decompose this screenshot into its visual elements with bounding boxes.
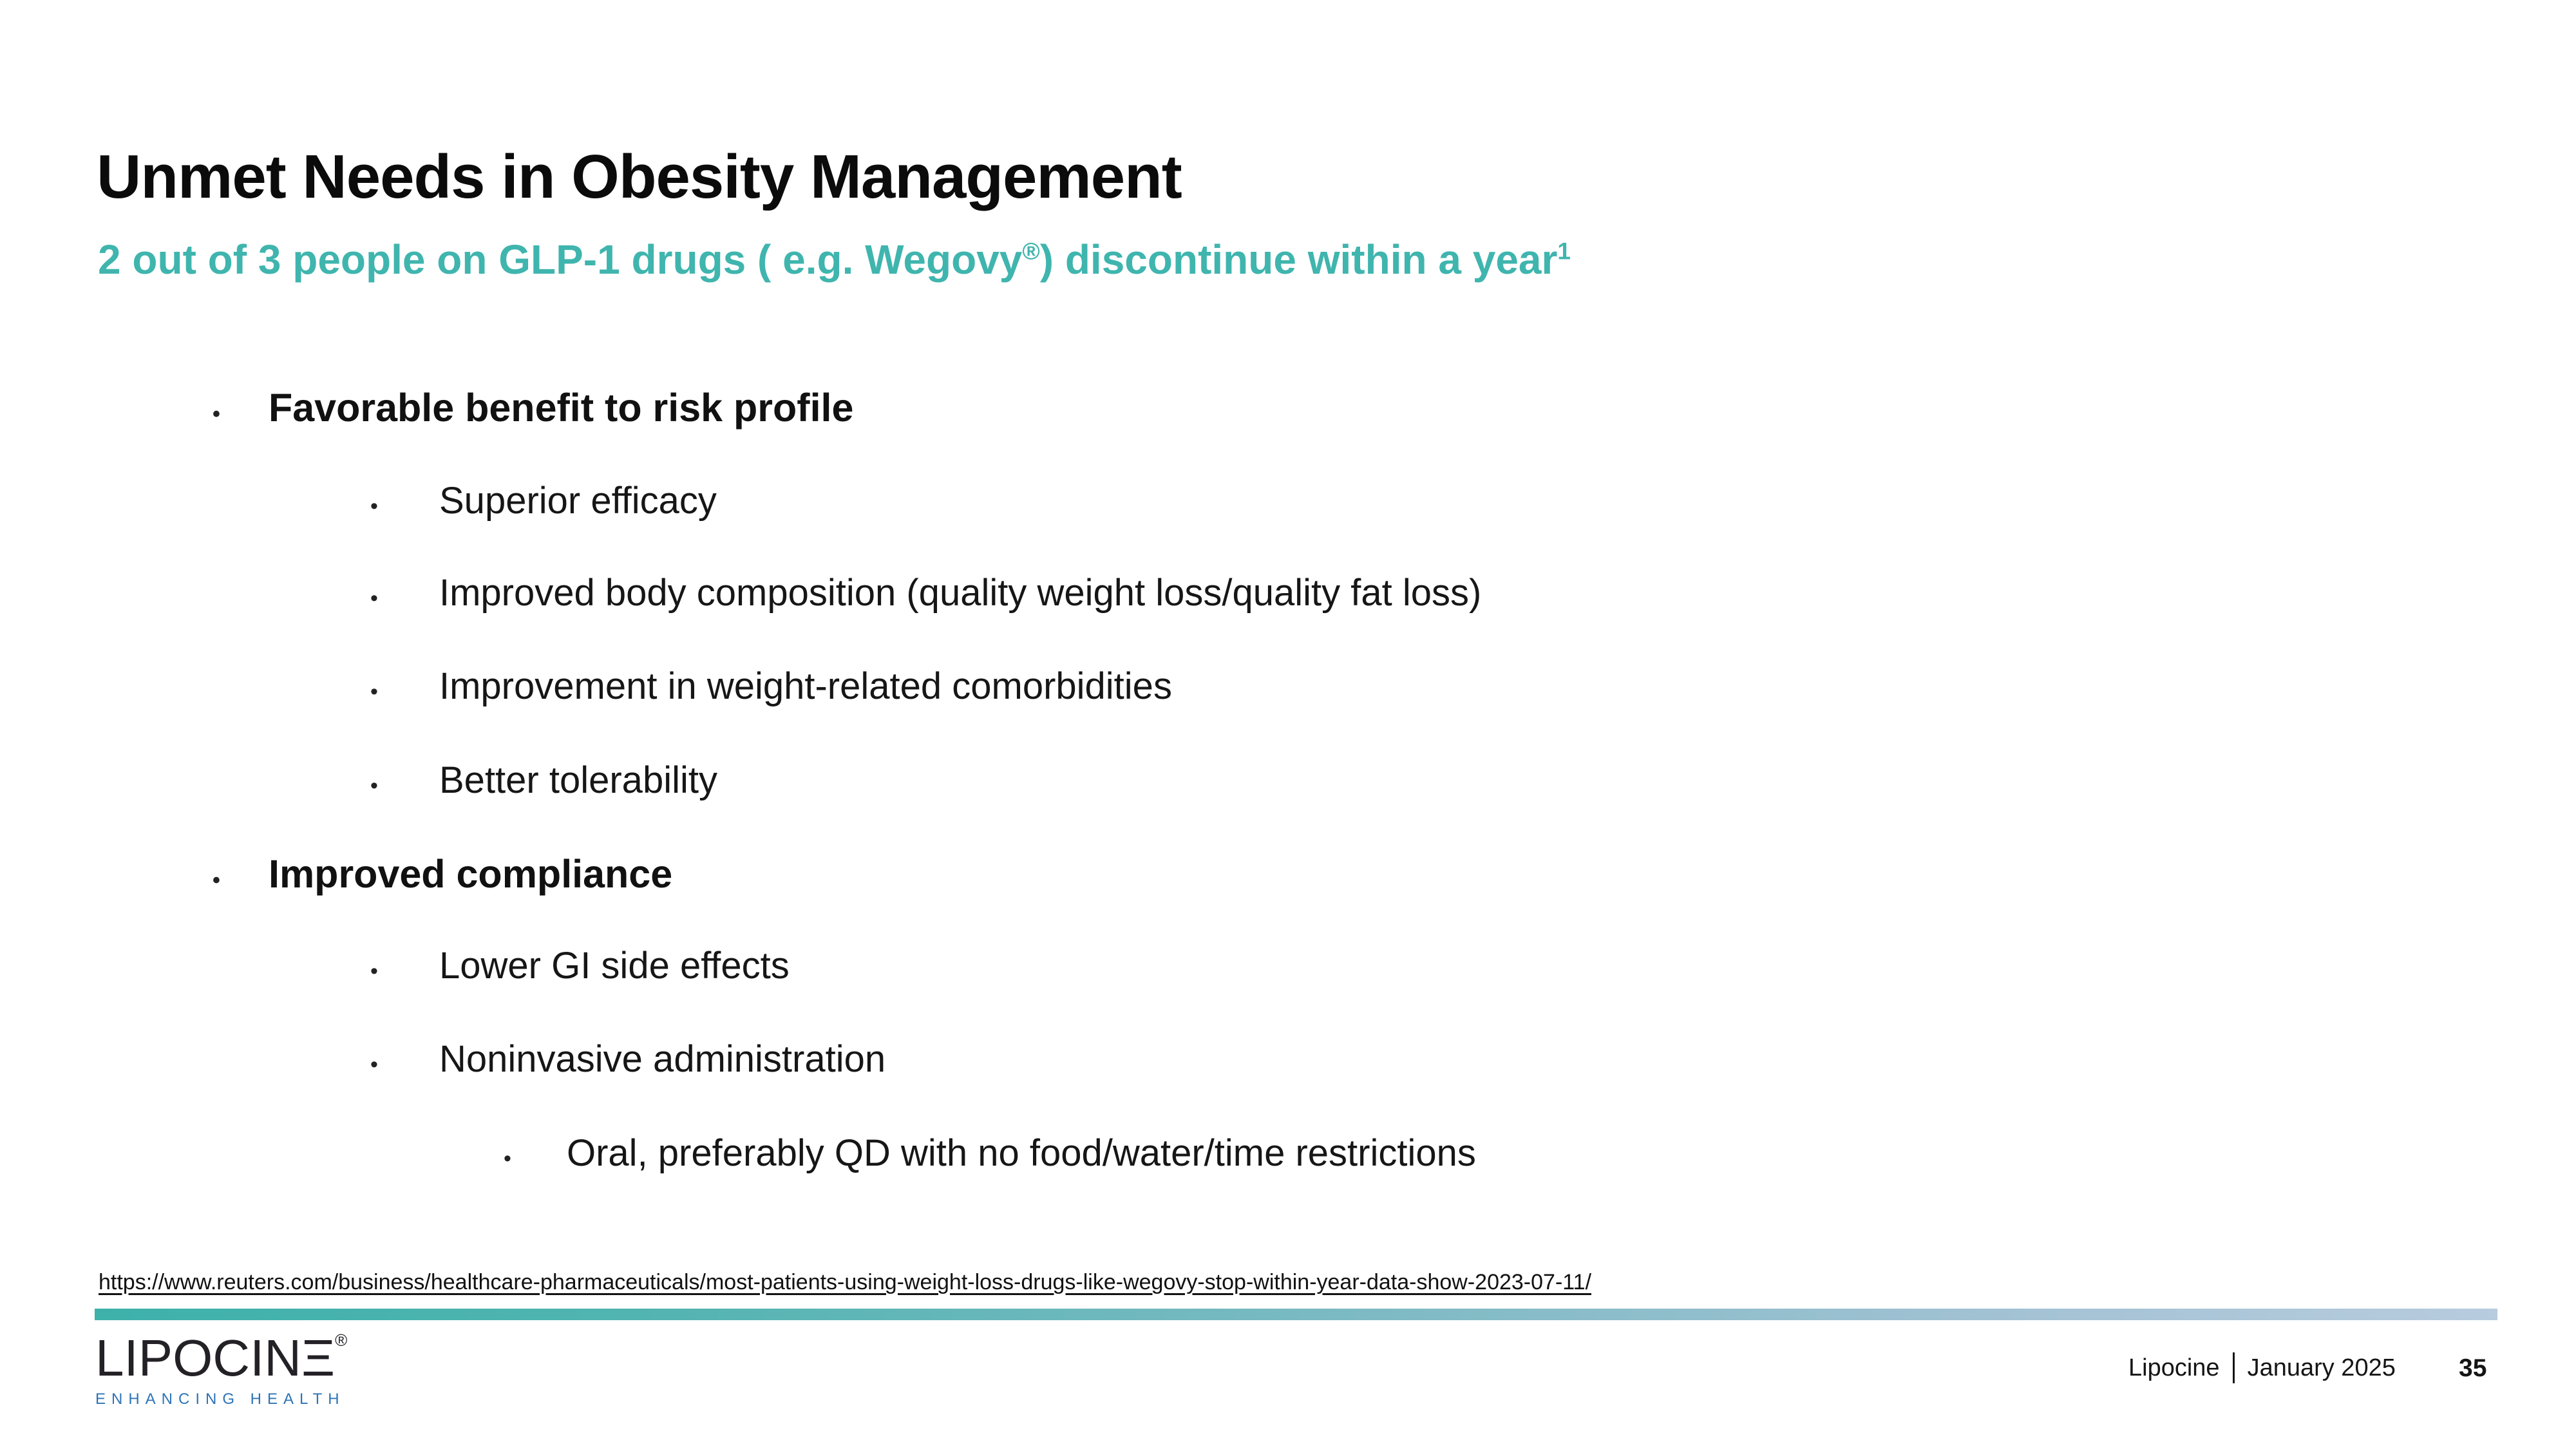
list-item-text: Oral, preferably QD with no food/water/t… xyxy=(567,1132,1476,1174)
bullet-icon: • xyxy=(370,773,378,798)
subtitle-text-2: ) discontinue within a year xyxy=(1039,236,1558,283)
list-item: • Improved compliance xyxy=(213,852,672,902)
subtitle-text: 2 out of 3 people on GLP-1 drugs ( e.g. … xyxy=(98,236,1023,283)
logo-tagline: ENHANCING HEALTH xyxy=(95,1390,345,1408)
list-item-text: Improved compliance xyxy=(269,852,673,896)
slide-subtitle: 2 out of 3 people on GLP-1 drugs ( e.g. … xyxy=(98,237,1571,282)
source-link[interactable]: https://www.reuters.com/business/healthc… xyxy=(99,1270,1592,1294)
list-item: • Superior efficacy xyxy=(370,479,717,528)
list-item-text: Superior efficacy xyxy=(439,480,717,522)
bullet-icon: • xyxy=(370,586,378,611)
list-item: • Noninvasive administration xyxy=(370,1037,886,1086)
footer-separator xyxy=(2232,1352,2235,1383)
list-item-text: Improvement in weight-related comorbidit… xyxy=(439,665,1172,707)
logo-wordmark: LIPOCINΞ® xyxy=(95,1332,366,1384)
gradient-divider xyxy=(95,1309,2497,1320)
registered-mark: ® xyxy=(1022,237,1040,265)
footer-meta: Lipocine January 2025 xyxy=(2128,1350,2396,1386)
list-item: • Improvement in weight-related comorbidi… xyxy=(370,665,1172,714)
lipocine-logo: LIPOCINΞ® ENHANCING HEALTH xyxy=(95,1332,366,1408)
list-item: • Favorable benefit to risk profile xyxy=(213,386,853,436)
list-item-text: Noninvasive administration xyxy=(439,1038,886,1080)
bullet-icon: • xyxy=(370,494,378,518)
logo-stylized-e: Ξ xyxy=(301,1329,336,1387)
bullet-icon: • xyxy=(213,868,220,893)
list-item: • Better tolerability xyxy=(370,759,717,808)
bullet-icon: • xyxy=(213,402,220,426)
bullet-icon: • xyxy=(504,1146,511,1171)
list-item: • Improved body composition (quality weig… xyxy=(370,571,1481,620)
logo-registered-icon: ® xyxy=(335,1331,348,1350)
footer-date: January 2025 xyxy=(2247,1354,2396,1381)
logo-letters: LIPOCIN xyxy=(95,1329,302,1387)
bullet-icon: • xyxy=(370,1052,378,1077)
footnote-marker: 1 xyxy=(1557,237,1571,265)
list-item: • Lower GI side effects xyxy=(370,944,790,993)
list-item-text: Better tolerability xyxy=(439,759,717,801)
page-title: Unmet Needs in Obesity Management xyxy=(97,142,1182,211)
list-item-text: Lower GI side effects xyxy=(439,945,790,987)
list-item: • Oral, preferably QD with no food/water/… xyxy=(504,1132,1476,1180)
list-item-text: Favorable benefit to risk profile xyxy=(269,386,854,430)
footer-company: Lipocine xyxy=(2128,1354,2220,1381)
page-number: 35 xyxy=(2459,1354,2487,1382)
bullet-icon: • xyxy=(370,959,378,983)
bullet-icon: • xyxy=(370,679,378,704)
list-item-text: Improved body composition (quality weigh… xyxy=(439,572,1482,614)
